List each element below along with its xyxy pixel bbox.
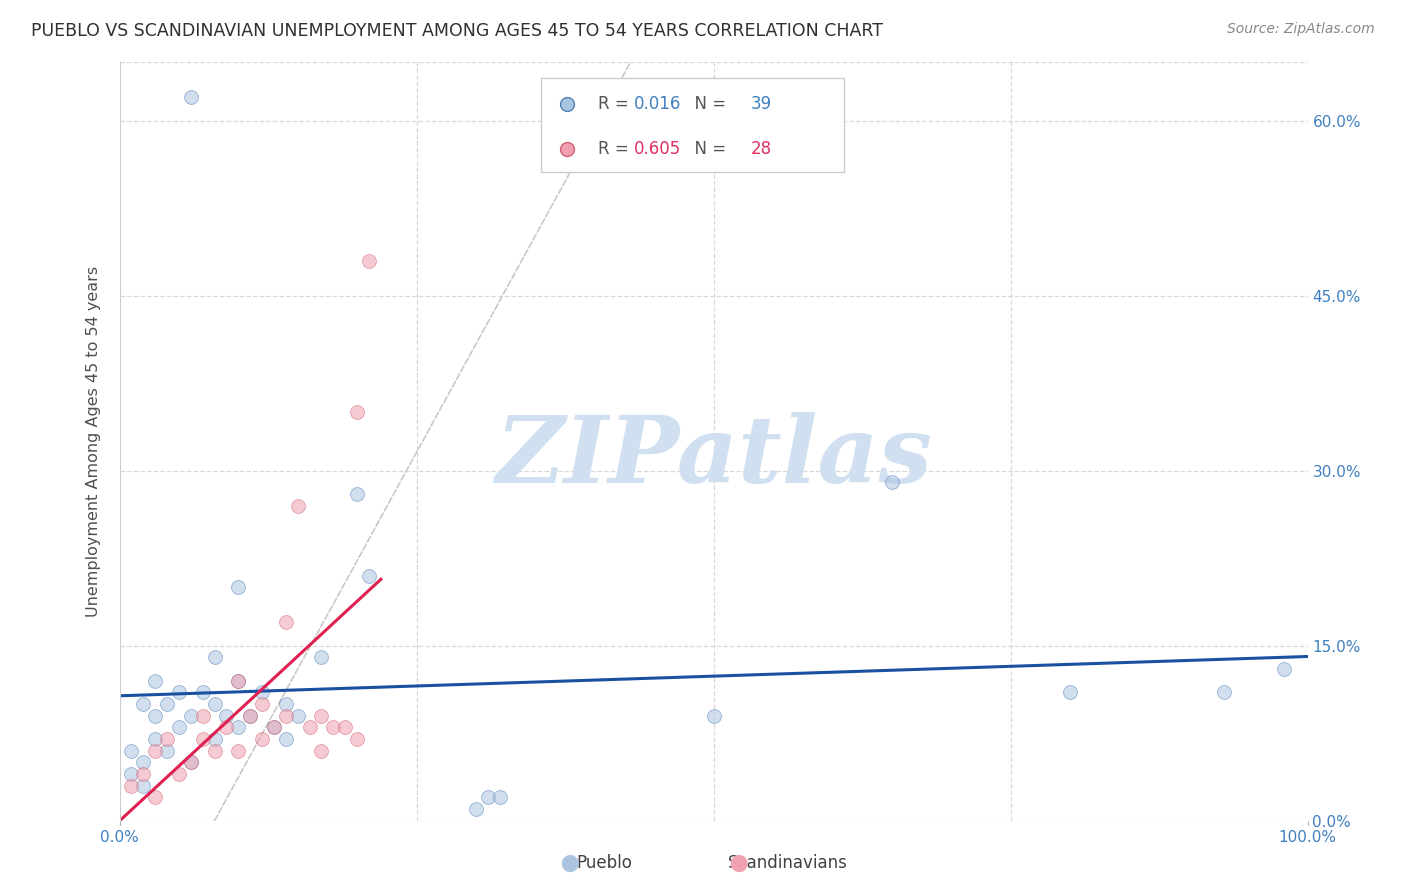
Text: Source: ZipAtlas.com: Source: ZipAtlas.com [1227, 22, 1375, 37]
Text: N =: N = [683, 140, 731, 158]
Point [143, 708, 166, 723]
Point [274, 697, 297, 711]
Point [477, 790, 499, 805]
Point [215, 720, 238, 734]
Text: ⬤: ⬤ [728, 855, 748, 872]
Point [1213, 685, 1236, 699]
Point [167, 720, 190, 734]
Point [132, 779, 155, 793]
Point [274, 615, 297, 630]
Point [298, 720, 321, 734]
Text: ⬤: ⬤ [560, 855, 579, 872]
Text: ZIPatlas: ZIPatlas [495, 412, 932, 501]
Point [335, 720, 357, 734]
Point [132, 767, 155, 781]
Point [167, 767, 190, 781]
Text: 0.605: 0.605 [634, 140, 681, 158]
Point [346, 487, 368, 501]
Point [143, 731, 166, 746]
Point [346, 405, 368, 419]
Point [250, 685, 273, 699]
Point [488, 790, 510, 805]
Text: Scandinavians: Scandinavians [727, 855, 848, 872]
Point [239, 708, 262, 723]
Point [180, 90, 202, 104]
Point [274, 708, 297, 723]
Point [120, 744, 142, 758]
Y-axis label: Unemployment Among Ages 45 to 54 years: Unemployment Among Ages 45 to 54 years [86, 266, 101, 617]
Point [215, 708, 238, 723]
Point [180, 708, 202, 723]
Point [143, 744, 166, 758]
Point [464, 802, 488, 816]
Point [263, 720, 285, 734]
Text: 28: 28 [751, 140, 772, 158]
Point [204, 744, 226, 758]
Point [357, 253, 380, 268]
Point [191, 685, 214, 699]
Point [263, 720, 285, 734]
Point [180, 756, 202, 770]
Point [132, 756, 155, 770]
Point [287, 708, 309, 723]
Text: 0.016: 0.016 [634, 95, 682, 113]
Point [204, 697, 226, 711]
Point [228, 744, 250, 758]
Point [346, 731, 368, 746]
Point [228, 580, 250, 594]
Text: R =: R = [599, 140, 634, 158]
Point [322, 720, 344, 734]
Point [156, 744, 179, 758]
FancyBboxPatch shape [541, 78, 844, 172]
Point [180, 756, 202, 770]
Point [1272, 662, 1295, 676]
Point [204, 731, 226, 746]
Text: N =: N = [683, 95, 731, 113]
Point [311, 708, 333, 723]
Point [250, 731, 273, 746]
Point [250, 697, 273, 711]
Point [143, 790, 166, 805]
Point [239, 708, 262, 723]
Point [204, 650, 226, 665]
Point [191, 731, 214, 746]
Text: Pueblo: Pueblo [576, 855, 633, 872]
Point [132, 697, 155, 711]
Point [880, 475, 903, 490]
Text: 39: 39 [751, 95, 772, 113]
Point [311, 744, 333, 758]
Point [156, 697, 179, 711]
Point [167, 685, 190, 699]
Point [228, 673, 250, 688]
Point [357, 568, 380, 582]
Point [311, 650, 333, 665]
Text: PUEBLO VS SCANDINAVIAN UNEMPLOYMENT AMONG AGES 45 TO 54 YEARS CORRELATION CHART: PUEBLO VS SCANDINAVIAN UNEMPLOYMENT AMON… [31, 22, 883, 40]
Point [228, 720, 250, 734]
Point [287, 499, 309, 513]
Point [703, 708, 725, 723]
Point [120, 767, 142, 781]
Point [228, 673, 250, 688]
Point [1059, 685, 1081, 699]
Point [274, 731, 297, 746]
Point [120, 779, 142, 793]
Point [156, 731, 179, 746]
Point [191, 708, 214, 723]
Text: R =: R = [599, 95, 634, 113]
Point [143, 673, 166, 688]
